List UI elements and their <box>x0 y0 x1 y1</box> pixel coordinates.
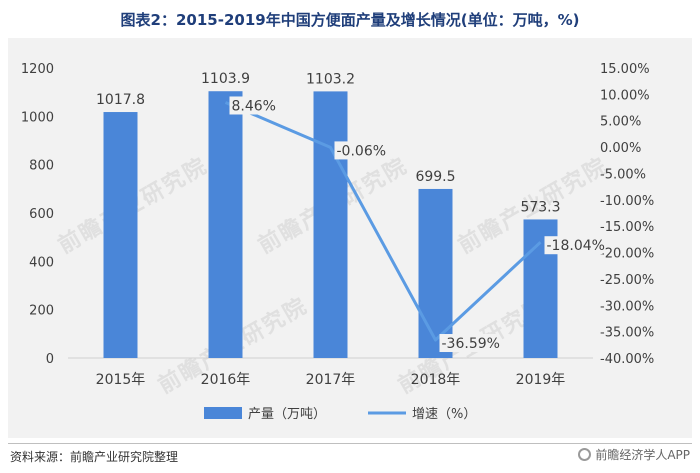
y-right-tick-label: -25.00% <box>600 273 654 288</box>
y-left-tick-label: 0 <box>46 352 54 367</box>
watermark: 前瞻经济学人APP <box>578 446 690 463</box>
watermark-logo-icon <box>578 448 592 461</box>
bar <box>418 188 453 358</box>
bar-value-label: 573.3 <box>520 199 560 215</box>
y-left-tick-label: 800 <box>29 159 54 174</box>
watermark-text: 前瞻经济学人APP <box>595 448 690 462</box>
y-right-tick-label: 5.00% <box>600 115 641 130</box>
x-tick-label: 2016年 <box>201 372 251 388</box>
bar-value-label: 1103.9 <box>201 71 250 87</box>
y-left-tick-label: 1200 <box>21 62 54 77</box>
y-right-tick-label: -20.00% <box>600 247 654 262</box>
y-right-tick-label: -40.00% <box>600 352 654 367</box>
source-note: 资料来源：前瞻产业研究院整理 <box>10 450 179 464</box>
legend-bar-label: 产量（万吨） <box>248 407 326 422</box>
line-value-label: -18.04% <box>547 238 605 254</box>
combo-chart: 0 200 400 600 800 1000 1200 15.00% 10.00% 5.00% 0.… <box>21 62 654 422</box>
x-tick-label: 2015年 <box>96 372 146 388</box>
legend-line-label: 增速（%） <box>412 407 476 422</box>
y-right-tick-label: -5.00% <box>600 167 646 182</box>
line-label-background <box>229 96 288 115</box>
y-right-tick-label: -15.00% <box>600 220 654 235</box>
y-right-tick-label: 0.00% <box>600 141 641 156</box>
y-left-tick-label: 600 <box>29 207 54 222</box>
footer-divider <box>8 443 692 444</box>
bar <box>103 112 138 358</box>
chart-title: 图表2：2015-2019年中国方便面产量及增长情况(单位：万吨，%) <box>120 11 580 29</box>
y-left-tick-label: 400 <box>29 255 54 270</box>
line-label-background <box>544 236 603 255</box>
y-right-tick-label: 15.00% <box>600 62 650 77</box>
line-label-background <box>334 141 393 160</box>
y-left-tick-label: 1000 <box>21 110 54 125</box>
x-tick-label: 2018年 <box>411 372 461 388</box>
chart-panel: 前瞻产业研究院 前瞻产业研究院 前瞻产业研究院 前瞻产业研究院 前瞻产业研究院 … <box>8 38 692 438</box>
x-tick-label: 2019年 <box>516 372 566 388</box>
line-value-label: 8.46% <box>232 98 276 114</box>
y-left-tick-label: 200 <box>29 304 54 319</box>
y-right-tick-label: -30.00% <box>600 299 654 314</box>
bar-value-label: 1017.8 <box>96 92 145 108</box>
bar-value-label: 699.5 <box>415 169 455 185</box>
legend-bar-swatch <box>204 407 242 419</box>
y-right-tick-label: 10.00% <box>600 88 650 103</box>
x-tick-label: 2017年 <box>306 372 356 388</box>
y-right-tick-label: -35.00% <box>600 326 654 341</box>
bar <box>208 91 243 358</box>
y-right-tick-label: -10.00% <box>600 194 654 209</box>
growth-line <box>224 101 542 342</box>
bar <box>313 91 348 358</box>
line-value-label: -0.06% <box>337 143 387 159</box>
line-value-label: -36.59% <box>442 336 500 352</box>
line-label-background <box>439 334 498 353</box>
bar-value-label: 1103.2 <box>306 71 355 87</box>
